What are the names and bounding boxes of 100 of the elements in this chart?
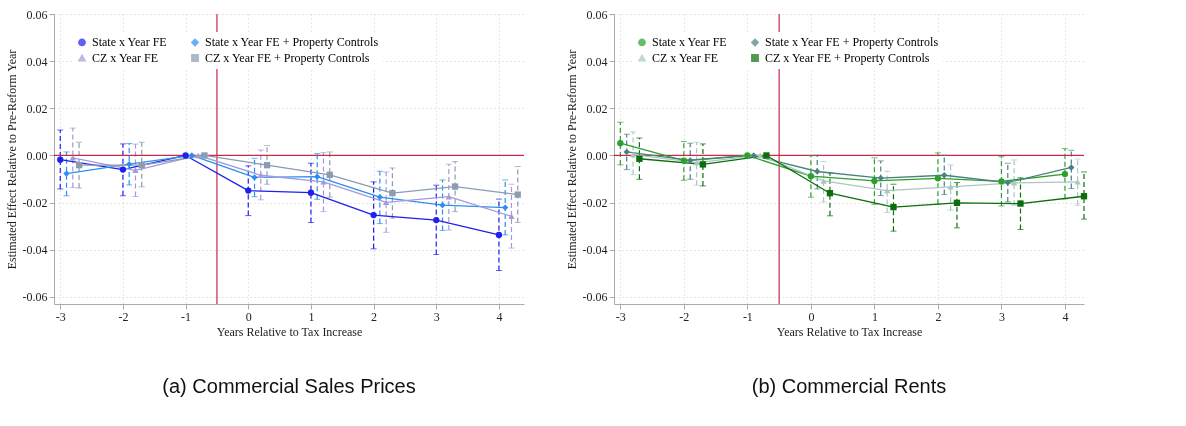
point xyxy=(439,202,446,209)
point xyxy=(251,174,258,181)
point xyxy=(451,183,459,190)
x-tick-label: 1 xyxy=(308,309,315,324)
y-tick-label: 0.02 xyxy=(26,101,48,116)
point xyxy=(693,159,700,166)
point xyxy=(1068,164,1075,171)
legend-label: State x Year FE xyxy=(652,35,727,50)
point xyxy=(1017,200,1024,207)
point xyxy=(119,166,127,173)
point xyxy=(629,151,637,158)
y-tick-label: 0.00 xyxy=(586,148,608,163)
point xyxy=(75,161,83,169)
point xyxy=(871,177,878,185)
point xyxy=(376,194,384,201)
point xyxy=(756,152,764,159)
x-tick-label: 2 xyxy=(935,309,942,324)
x-tick-label: -1 xyxy=(181,309,192,324)
x-tick-label: 2 xyxy=(371,309,378,324)
point xyxy=(617,140,624,147)
y-tick-label: 0.04 xyxy=(26,54,48,69)
legend-label: CZ x Year FE + Property Controls xyxy=(205,51,370,65)
point xyxy=(687,157,694,164)
point xyxy=(201,152,208,159)
point xyxy=(126,161,133,168)
x-tick-label: 4 xyxy=(496,309,503,324)
point xyxy=(814,168,821,175)
y-axis-title: Estimated Effect Relative to Pre-Reform Year xyxy=(4,49,19,270)
point xyxy=(1004,179,1011,186)
x-tick-label: 4 xyxy=(1062,309,1069,324)
point xyxy=(194,152,202,159)
point xyxy=(699,161,707,168)
point xyxy=(1010,180,1018,186)
point xyxy=(826,190,834,197)
x-tick-label: 0 xyxy=(808,309,815,324)
point xyxy=(508,213,515,220)
text: (b) Commercial Rents xyxy=(751,375,947,397)
x-tick-label: 3 xyxy=(433,309,440,324)
point xyxy=(941,172,948,179)
legend-label: CZ x Year FE xyxy=(92,51,159,65)
y-tick-label: -0.04 xyxy=(22,243,48,258)
y-tick-label: 0.02 xyxy=(586,101,608,116)
point xyxy=(623,148,630,156)
point xyxy=(382,199,390,206)
point xyxy=(63,170,70,177)
y-tick-label: -0.06 xyxy=(22,290,48,305)
point xyxy=(257,172,264,179)
point xyxy=(132,167,139,174)
point xyxy=(138,161,145,169)
point xyxy=(307,189,315,196)
point xyxy=(750,152,757,159)
point xyxy=(1061,170,1069,178)
point xyxy=(947,184,954,190)
x-tick-label: -3 xyxy=(55,309,66,324)
legend-label: State x Year FE + Property Controls xyxy=(205,35,379,50)
point xyxy=(514,191,521,198)
point xyxy=(370,211,377,219)
point xyxy=(680,157,688,164)
point xyxy=(502,204,509,211)
x-tick-label: -3 xyxy=(615,309,626,324)
text: (a) Commercial Sales Prices xyxy=(162,375,416,397)
point xyxy=(636,155,643,162)
y-tick-label: -0.04 xyxy=(582,243,608,258)
point xyxy=(57,156,64,163)
point xyxy=(820,178,827,184)
x-tick-label: 1 xyxy=(871,309,878,324)
legend-label: State x Year FE + Property Controls xyxy=(765,35,939,50)
point xyxy=(998,178,1005,185)
x-tick-label: -1 xyxy=(742,309,753,324)
point xyxy=(890,203,897,211)
legend-label: CZ x Year FE xyxy=(652,51,719,65)
x-axis-title: Years Relative to Tax Increase xyxy=(776,324,923,339)
y-tick-label: 0.06 xyxy=(586,7,608,22)
y-axis-title: Estimated Effect Relative to Pre-Reform Year xyxy=(564,49,579,270)
point xyxy=(245,187,252,194)
y-tick-label: 0.04 xyxy=(586,54,608,69)
point xyxy=(1074,179,1081,185)
point xyxy=(807,173,815,180)
point xyxy=(495,231,503,239)
point xyxy=(433,216,440,224)
legend-label: CZ x Year FE + Property Controls xyxy=(765,51,930,65)
point xyxy=(182,152,189,159)
y-tick-label: -0.02 xyxy=(582,196,608,211)
point xyxy=(326,171,333,178)
point xyxy=(314,173,321,180)
y-tick-label: 0.00 xyxy=(26,148,48,163)
point xyxy=(934,175,942,182)
point xyxy=(1080,193,1088,200)
x-tick-label: -2 xyxy=(118,309,129,324)
x-tick-label: -2 xyxy=(679,309,690,324)
y-tick-label: -0.02 xyxy=(22,196,48,211)
point xyxy=(188,152,196,159)
x-axis-title: Years Relative to Tax Increase xyxy=(216,324,363,339)
point xyxy=(69,155,76,161)
point xyxy=(389,190,396,197)
x-tick-label: 3 xyxy=(998,309,1005,324)
y-tick-label: 0.06 xyxy=(26,7,48,22)
point xyxy=(320,179,327,185)
point xyxy=(263,161,271,169)
point xyxy=(763,152,770,159)
